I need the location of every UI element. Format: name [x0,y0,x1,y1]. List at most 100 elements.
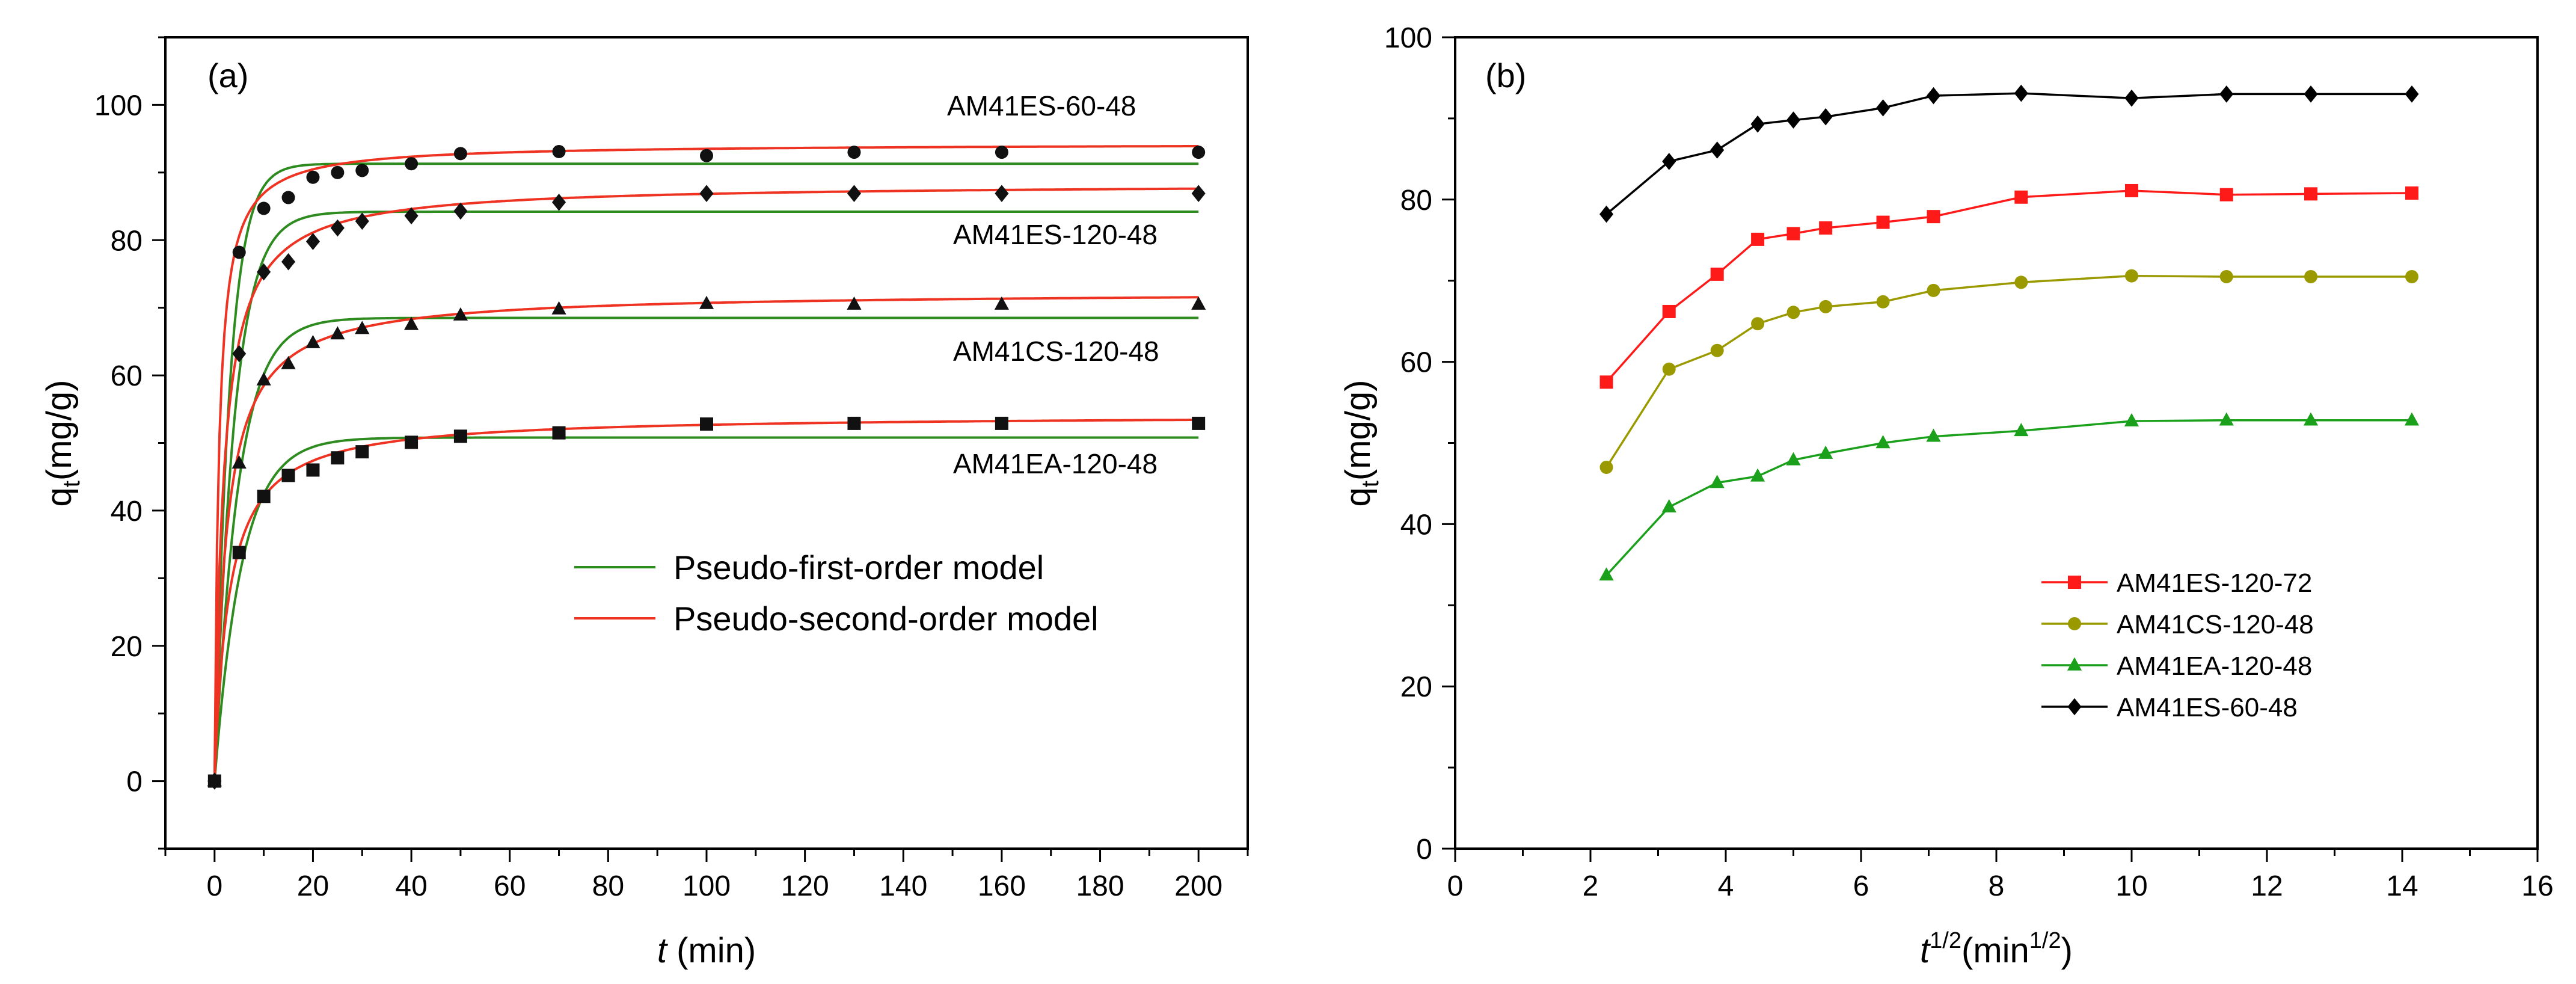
data-point-am41es-60-48 [1662,153,1676,170]
pso-curve-am41cs-120-48 [213,296,1199,781]
data-point-am41ea-120-48 [2014,423,2029,437]
x-tick-label: 200 [1174,870,1222,902]
data-point-am41es-120-72 [1662,304,1676,318]
x-tick-label: 14 [2386,870,2418,902]
legend-label-pfo: Pseudo-first-order model [673,549,1044,586]
data-point-am41ea-120-48 [355,445,369,459]
data-point-am41es-120-48 [551,193,566,211]
legend-label-am41cs-120-48: AM41CS-120-48 [2117,610,2314,639]
data-point-am41cs-120-48 [1819,300,1833,313]
data-point-am41cs-120-48 [2125,269,2138,283]
data-point-am41cs-120-48 [699,295,714,309]
y-tick-label: 20 [111,631,143,663]
data-point-am41es-120-72 [1786,227,1800,241]
data-point-am41ea-120-48 [207,774,221,788]
legend-marker-am41es-120-72 [2068,576,2081,589]
data-point-am41ea-120-48 [405,435,419,449]
data-point-am41es-120-48 [453,202,468,220]
data-point-am41es-60-48 [1192,146,1206,159]
data-point-am41es-120-72 [2304,187,2318,201]
data-point-am41cs-120-48 [551,301,566,315]
data-point-am41es-120-72 [1710,267,1724,281]
data-point-am41cs-120-48 [2304,269,2318,283]
x-tick-label: 160 [978,870,1026,902]
data-point-am41es-60-48 [1710,141,1725,159]
data-point-am41cs-120-48 [994,296,1010,310]
x-tick-label: 140 [879,870,927,902]
panel-a-label: (a) [207,57,248,94]
data-point-am41ea-120-48 [1926,428,1941,442]
data-point-am41ea-120-48 [453,429,467,443]
x-tick-label: 100 [682,870,731,902]
y-tick-label: 40 [111,496,143,527]
series-line-am41ea-120-48 [1605,419,2412,576]
pfo-curve-am41es-60-48 [213,162,1199,781]
data-point-am41ea-120-48 [2124,413,2139,426]
data-point-am41es-60-48 [552,144,566,158]
x-tick-label: 0 [1447,870,1464,902]
data-point-am41ea-120-48 [1875,435,1891,449]
data-point-am41es-60-48 [2219,85,2234,103]
x-tick-label: 4 [1718,870,1734,902]
data-point-am41cs-120-48 [1786,306,1800,319]
pso-curve-am41es-60-48 [213,145,1199,781]
annotation-am41es-120-48: AM41ES-120-48 [953,219,1158,250]
data-point-am41es-60-48 [355,164,369,177]
x-tick-label: 120 [781,870,829,902]
data-point-am41cs-120-48 [1927,283,1940,297]
data-point-am41es-120-48 [355,212,369,230]
y-tick-label: 80 [1400,185,1432,217]
legend-label-am41es-120-72: AM41ES-120-72 [2117,568,2312,598]
data-point-am41es-60-48 [2014,84,2028,102]
pfo-curve-am41cs-120-48 [213,316,1199,781]
data-point-am41es-60-48 [1599,205,1614,223]
y-tick-label: 80 [111,225,143,257]
data-point-am41es-120-72 [2014,190,2028,204]
data-point-am41ea-120-48 [2303,412,2319,426]
data-point-am41es-60-48 [405,157,419,171]
data-point-am41cs-120-48 [1710,343,1724,357]
data-point-am41es-60-48 [1926,87,1941,105]
legend-label-am41es-60-48: AM41ES-60-48 [2117,693,2298,722]
series-line-am41es-120-72 [1605,189,2412,383]
data-point-am41es-120-72 [1599,375,1613,389]
data-point-am41es-120-48 [330,219,345,237]
data-point-am41es-60-48 [306,170,320,184]
data-point-am41ea-120-48 [281,469,295,482]
data-point-am41es-120-72 [2219,188,2233,201]
data-point-am41es-60-48 [2124,89,2139,107]
pfo-curve-am41ea-120-48 [213,436,1199,781]
data-point-am41ea-120-48 [1818,445,1833,459]
x-tick-label: 6 [1853,870,1869,902]
data-point-am41es-120-48 [281,253,296,271]
data-point-am41es-60-48 [1750,115,1765,133]
data-point-am41cs-120-48 [1751,317,1765,331]
data-point-am41es-120-48 [257,263,271,281]
y-tick-label: 0 [1416,834,1432,866]
data-point-am41es-120-48 [995,185,1009,202]
data-point-am41cs-120-48 [281,355,296,369]
data-point-am41cs-120-48 [2219,269,2233,283]
data-point-am41es-60-48 [847,146,861,159]
panel-a-x-axis-title: t (min) [657,931,756,970]
x-tick-label: 8 [1989,870,2005,902]
panel-b-plot-frame [1454,36,2539,850]
data-point-am41es-120-72 [2125,183,2138,197]
data-point-am41ea-120-48 [1192,416,1206,430]
data-point-am41es-120-48 [305,233,320,250]
y-tick-label: 20 [1400,671,1432,703]
data-point-am41ea-120-48 [306,463,320,477]
y-tick-label: 100 [1384,22,1432,54]
data-point-am41es-120-72 [1819,221,1833,235]
data-point-am41es-120-72 [1751,232,1765,246]
data-point-am41es-120-48 [232,345,247,363]
data-point-am41es-60-48 [1876,99,1891,117]
data-point-am41ea-120-48 [257,490,271,503]
x-tick-label: 16 [2521,870,2553,902]
data-point-am41cs-120-48 [1876,295,1890,309]
panel-b-ticks: 0 2 4 6 8 10 12 14 16 0 20 40 60 80 100 [1384,22,2554,902]
panel-b: 0 2 4 6 8 10 12 14 16 0 20 40 60 80 100 (b) AM41ES-120… [1339,22,2554,970]
y-tick-label: 60 [111,360,143,392]
x-tick-label: 180 [1076,870,1124,902]
legend-marker-am41cs-120-48 [2068,617,2081,630]
